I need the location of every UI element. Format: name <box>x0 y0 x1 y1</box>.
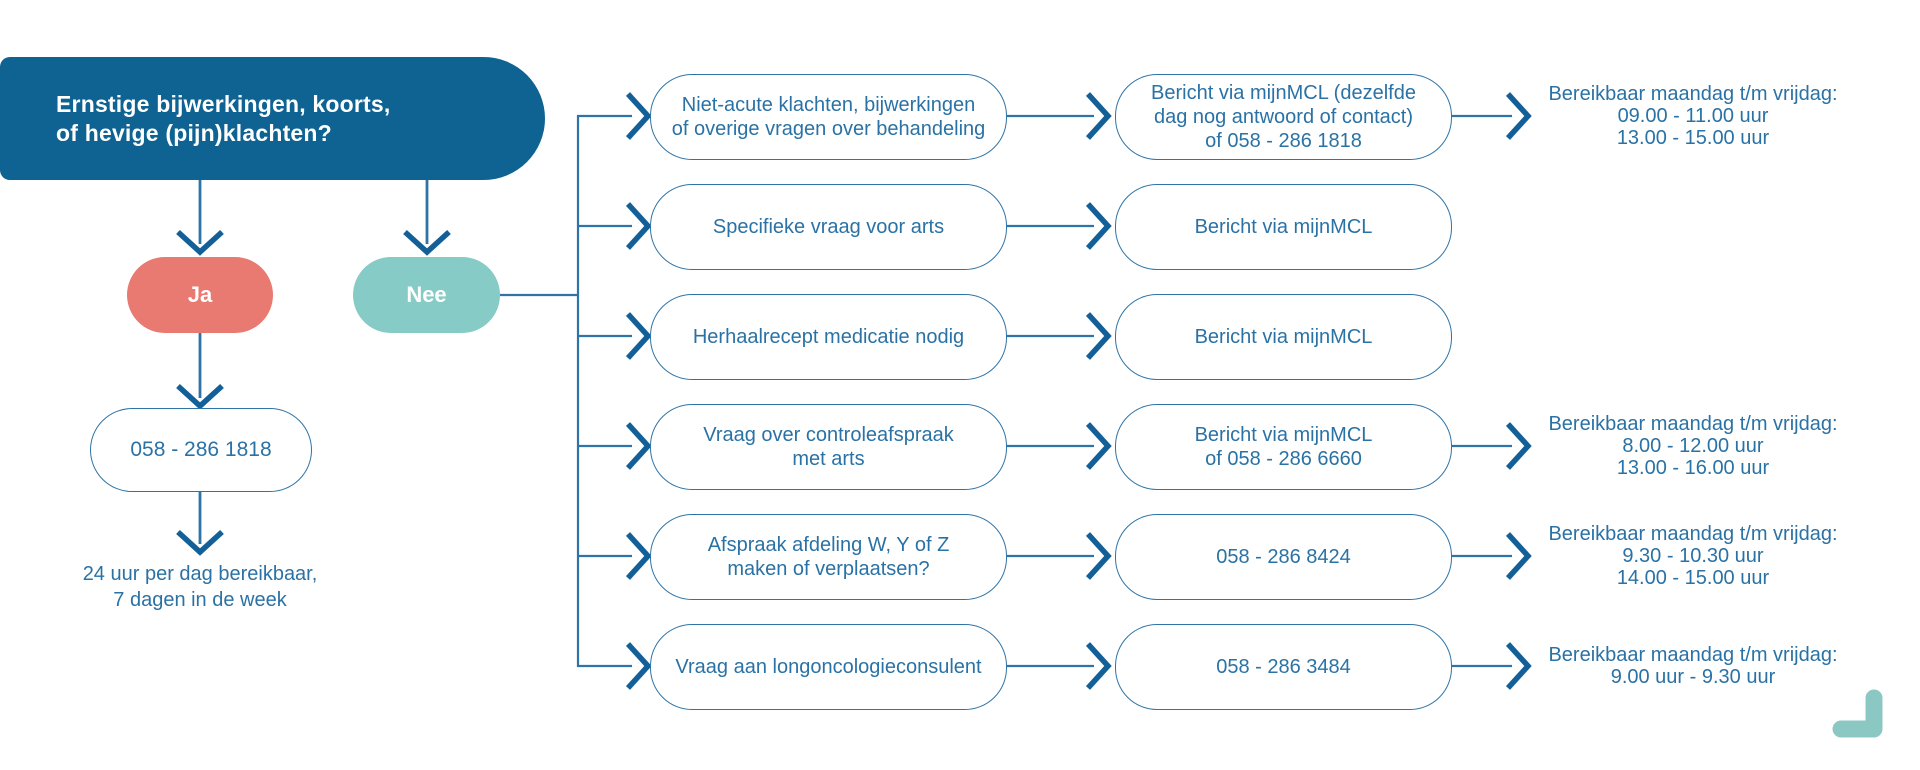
arrow-right-icon <box>1085 532 1112 580</box>
action-text-4: Bericht via mijnMCL of 058 - 286 6660 <box>1194 424 1373 470</box>
arrow-right-icon <box>625 92 652 140</box>
question-text-2: Specifieke vraag voor arts <box>712 216 945 238</box>
arrow-right-icon <box>625 532 652 580</box>
question-text-5: Afspraak afdeling W, Y of Z maken of ver… <box>707 534 950 580</box>
arrow-right-icon <box>1505 532 1532 580</box>
action-text-1: Bericht via mijnMCL (dezelfde dag nog an… <box>1151 82 1416 152</box>
arrow-right-icon <box>1085 92 1112 140</box>
root-question-box: Ernstige bijwerkingen, koorts, of hevige… <box>0 57 545 180</box>
arrow-down-icon <box>176 229 224 256</box>
question-text-3: Herhaalrecept medicatie nodig <box>692 326 965 348</box>
nee-pill: Nee <box>353 257 500 333</box>
question-box-3: Herhaalrecept medicatie nodig <box>650 294 1007 380</box>
arrow-right-icon <box>625 642 652 690</box>
availability-text-4: Bereikbaar maandag t/m vrijdag: 8.00 - 1… <box>1548 413 1838 479</box>
emergency-availability-text: 24 uur per dag bereikbaar, 7 dagen in de… <box>82 563 318 611</box>
action-text-6: 058 - 286 3484 <box>1216 656 1351 678</box>
arrow-right-icon <box>1505 92 1532 140</box>
arrow-right-icon <box>1085 202 1112 250</box>
availability-text-5: Bereikbaar maandag t/m vrijdag: 9.30 - 1… <box>1548 523 1838 589</box>
arrow-right-icon <box>625 422 652 470</box>
emergency-phone-box: 058 - 286 1818 <box>90 408 312 492</box>
action-text-5: 058 - 286 8424 <box>1216 546 1351 568</box>
question-box-5: Afspraak afdeling W, Y of Z maken of ver… <box>650 514 1007 600</box>
arrow-right-icon <box>1505 642 1532 690</box>
nee-label: Nee <box>406 282 447 307</box>
action-box-5: 058 - 286 8424 <box>1115 514 1452 600</box>
action-box-3: Bericht via mijnMCL <box>1115 294 1452 380</box>
root-question-text: Ernstige bijwerkingen, koorts, of hevige… <box>56 90 391 146</box>
question-box-6: Vraag aan longoncologieconsulent <box>650 624 1007 710</box>
availability-text-6: Bereikbaar maandag t/m vrijdag: 9.00 uur… <box>1548 644 1838 688</box>
ja-label: Ja <box>187 282 213 307</box>
ja-pill: Ja <box>127 257 273 333</box>
action-box-1: Bericht via mijnMCL (dezelfde dag nog an… <box>1115 74 1452 160</box>
action-box-2: Bericht via mijnMCL <box>1115 184 1452 270</box>
arrow-right-icon <box>1505 422 1532 470</box>
arrow-right-icon <box>625 202 652 250</box>
action-text-3: Bericht via mijnMCL <box>1194 326 1373 348</box>
branch-spine <box>576 114 632 668</box>
arrow-right-icon <box>1085 422 1112 470</box>
arrow-right-icon <box>1085 312 1112 360</box>
arrow-right-icon <box>1085 642 1112 690</box>
arrow-down-icon <box>403 229 451 256</box>
question-box-1: Niet-acute klachten, bijwerkingen of ove… <box>650 74 1007 160</box>
arrow-right-icon <box>625 312 652 360</box>
arrow-down-icon <box>176 529 224 556</box>
action-box-6: 058 - 286 3484 <box>1115 624 1452 710</box>
availability-text-1: Bereikbaar maandag t/m vrijdag: 09.00 - … <box>1548 83 1838 149</box>
action-text-2: Bericht via mijnMCL <box>1194 216 1373 238</box>
emergency-phone-number: 058 - 286 1818 <box>130 438 272 461</box>
question-text-4: Vraag over controleafspraak met arts <box>703 424 954 470</box>
question-text-6: Vraag aan longoncologieconsulent <box>675 656 982 678</box>
question-box-4: Vraag over controleafspraak met arts <box>650 404 1007 490</box>
question-box-2: Specifieke vraag voor arts <box>650 184 1007 270</box>
action-box-4: Bericht via mijnMCL of 058 - 286 6660 <box>1115 404 1452 490</box>
question-text-1: Niet-acute klachten, bijwerkingen of ove… <box>671 94 986 140</box>
arrow-down-icon <box>176 383 224 410</box>
